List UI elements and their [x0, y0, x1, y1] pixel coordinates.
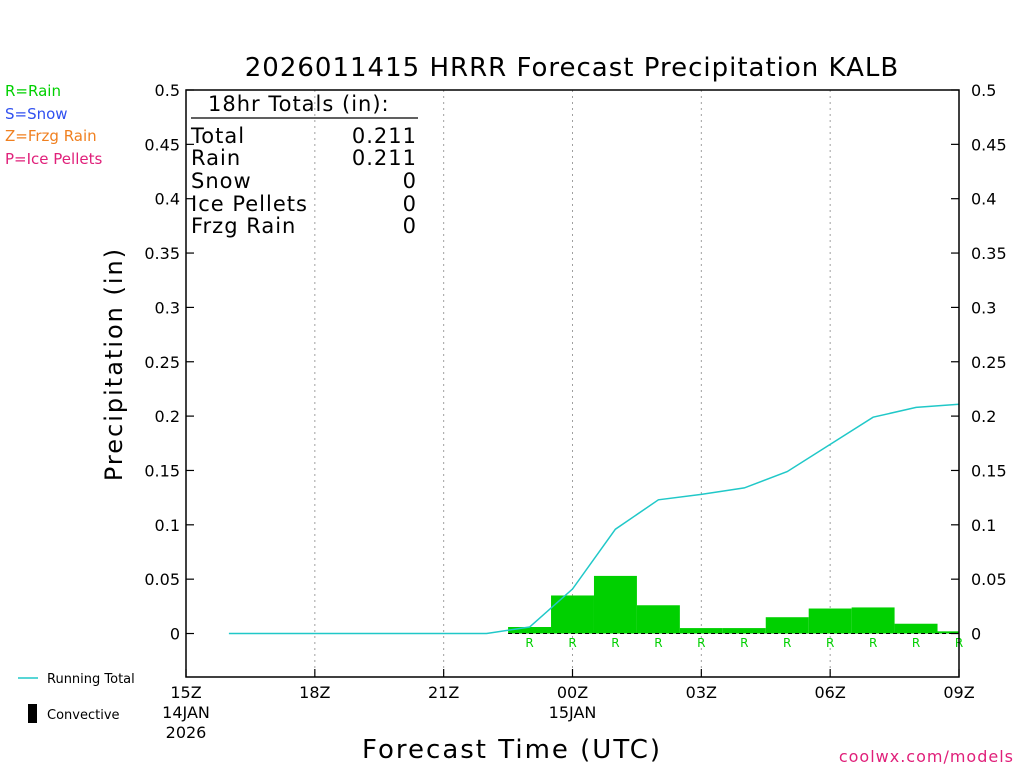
precip-bar [636, 605, 680, 634]
y-tick-label-right: 0.35 [971, 244, 1007, 263]
precip-type-label: R [912, 636, 920, 650]
precip-bar [937, 631, 959, 634]
x-tick-label: 18Z [299, 683, 330, 702]
y-tick-label-left: 0.15 [144, 461, 180, 480]
y-tick-label-right: 0.4 [971, 190, 996, 209]
legend-convective: Convective [47, 708, 120, 723]
precip-type-label: R [525, 636, 533, 650]
running-total-line [228, 403, 960, 635]
y-tick-label-right: 0.15 [971, 461, 1007, 480]
legend-running-total: Running Total [47, 672, 135, 687]
convective-legend-swatch [28, 704, 37, 723]
totals-value-snow: 0 [403, 169, 417, 193]
x-tick-label: 00Z [557, 683, 588, 702]
totals-box: 18hr Totals (in): Total 0.211 Rain 0.211… [190, 92, 418, 238]
precip-bar [593, 575, 637, 634]
precip-bar [508, 626, 552, 634]
precip-type-label: R [654, 636, 662, 650]
y-tick-label-right: 0.1 [971, 516, 996, 535]
y-axis-label: Precipitation (in) [100, 247, 128, 481]
y-tick-label-left: 0.1 [155, 516, 180, 535]
totals-title: 18hr Totals (in): [208, 92, 390, 116]
y-tick-label-right: 0.3 [971, 298, 996, 317]
chart-title: 2026011415 HRRR Forecast Precipitation K… [245, 53, 899, 83]
x-tick-label: 21Z [428, 683, 459, 702]
y-tick-label-left: 0.05 [144, 570, 180, 589]
x-axis-label: Forecast Time (UTC) [362, 735, 662, 765]
y-tick-label-left: 0.4 [155, 190, 180, 209]
running-total-series [228, 403, 960, 635]
totals-label-ice-pellets: Ice Pellets [191, 192, 308, 216]
x-tick-label: 09Z [943, 683, 974, 702]
x-tick-sublabel: 14JAN [162, 703, 210, 722]
totals-value-total: 0.211 [352, 124, 417, 148]
precip-type-label: R [826, 636, 834, 650]
precip-bar [851, 607, 895, 634]
y-tick-label-right: 0.2 [971, 407, 996, 426]
precip-bar [679, 628, 723, 634]
legend-frzg-rain: Z=Frzg Rain [5, 127, 97, 145]
y-tick-label-left: 0.45 [144, 135, 180, 154]
legend-rain: R=Rain [5, 82, 61, 100]
x-tick-label: 15Z [170, 683, 201, 702]
totals-label-frzg-rain: Frzg Rain [191, 214, 296, 238]
precip-type-label: R [568, 636, 576, 650]
y-tick-label-left: 0.25 [144, 353, 180, 372]
gridlines [314, 90, 831, 677]
y-tick-label-right: 0.25 [971, 353, 1007, 372]
totals-label-total: Total [190, 124, 245, 148]
legend-snow: S=Snow [5, 105, 68, 123]
totals-value-rain: 0.211 [352, 146, 417, 170]
y-tick-label-left: 0 [170, 625, 180, 644]
precip-type-label: R [740, 636, 748, 650]
precip-bar [765, 617, 809, 634]
x-tick-label: 06Z [815, 683, 846, 702]
y-tick-label-right: 0.5 [971, 81, 996, 100]
precip-type-label: R [869, 636, 877, 650]
x-tick-sublabel: 15JAN [549, 703, 597, 722]
y-tick-label-left: 0.2 [155, 407, 180, 426]
y-tick-label-right: 0.05 [971, 570, 1007, 589]
y-tick-label-right: 0.45 [971, 135, 1007, 154]
y-tick-label-left: 0.5 [155, 81, 180, 100]
y-tick-label-left: 0.35 [144, 244, 180, 263]
precip-bar [722, 628, 766, 634]
x-tick-sublabel: 2026 [166, 723, 207, 742]
x-tick-label: 03Z [686, 683, 717, 702]
totals-value-frzg-rain: 0 [403, 214, 417, 238]
y-tick-label-right: 0 [971, 625, 981, 644]
y-tick-label-left: 0.3 [155, 298, 180, 317]
totals-label-rain: Rain [191, 146, 241, 170]
totals-label-snow: Snow [191, 169, 252, 193]
totals-value-ice-pellets: 0 [403, 192, 417, 216]
precip-bar [808, 608, 852, 634]
precip-bar [894, 623, 938, 634]
precip-type-label: R [783, 636, 791, 650]
precip-type-label: R [697, 636, 705, 650]
precip-type-label: R [611, 636, 619, 650]
plot-frame [185, 89, 960, 678]
credit-text: coolwx.com/models [839, 747, 1014, 766]
precip-bar [551, 595, 594, 634]
legend-ice-pellets: P=Ice Pellets [5, 150, 102, 168]
axis-ticks: 0 00.05 0.050.1 0.10.15 0.150.2 0.20.25 0.250.… [144, 81, 1006, 742]
